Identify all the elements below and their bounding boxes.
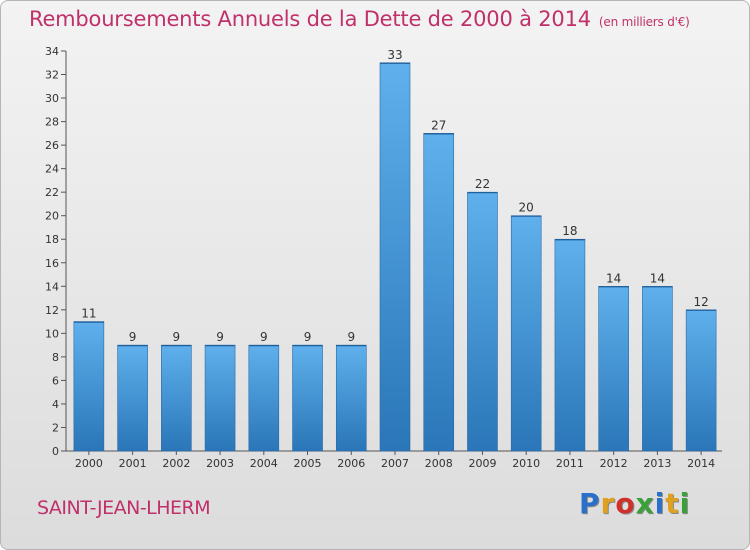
bar-2012 [598, 285, 629, 452]
x-tick-label-2013: 2013 [643, 457, 671, 470]
x-tick-label-2004: 2004 [250, 457, 278, 470]
data-label-2005: 9 [304, 330, 312, 344]
y-tick-label: 6 [52, 374, 59, 387]
x-tick-label-2011: 2011 [556, 457, 584, 470]
x-tick-label-2014: 2014 [687, 457, 715, 470]
chart-title-text: Remboursements Annuels de la Dette de 20… [29, 7, 591, 31]
bar-2005 [292, 344, 323, 452]
y-tick-label: 34 [45, 45, 59, 58]
y-tick-label: 0 [52, 445, 59, 458]
x-tick-label-2006: 2006 [337, 457, 365, 470]
x-tick-label-2010: 2010 [512, 457, 540, 470]
x-tick-label-2002: 2002 [162, 457, 190, 470]
y-tick-label: 4 [52, 398, 59, 411]
bar-2000 [73, 321, 105, 452]
data-label-2003: 9 [216, 330, 224, 344]
y-tick-label: 24 [45, 163, 59, 176]
x-tick-label-2008: 2008 [425, 457, 453, 470]
bar-2004 [248, 344, 280, 452]
x-tick-label-2003: 2003 [206, 457, 234, 470]
y-tick-label: 14 [45, 280, 59, 293]
data-label-2014: 12 [693, 295, 708, 309]
y-tick-label: 16 [45, 257, 59, 270]
bar-2011 [554, 238, 586, 452]
y-tick-label: 32 [45, 69, 59, 82]
bar-2014 [685, 309, 717, 452]
bar-2002 [161, 344, 192, 452]
x-tick-label-2009: 2009 [468, 457, 496, 470]
bar-2009 [467, 191, 498, 452]
y-tick-label: 18 [45, 233, 59, 246]
y-tick-label: 12 [45, 304, 59, 317]
data-label-2008: 27 [431, 118, 446, 132]
data-label-2001: 9 [129, 330, 137, 344]
bar-2001 [117, 344, 148, 452]
chart-title: Remboursements Annuels de la Dette de 20… [29, 7, 690, 31]
chart-subtitle: (en milliers d'€) [598, 15, 690, 29]
data-label-2009: 22 [475, 177, 490, 191]
y-tick-label: 8 [52, 351, 59, 364]
data-label-2011: 18 [562, 224, 577, 238]
data-label-2006: 9 [347, 330, 355, 344]
data-label-2010: 20 [519, 201, 534, 215]
data-label-2002: 9 [173, 330, 181, 344]
data-label-2004: 9 [260, 330, 268, 344]
bar-2013 [642, 285, 673, 452]
commune-name: SAINT-JEAN-LHERM [37, 497, 211, 519]
y-tick-label: 2 [52, 421, 59, 434]
data-label-2007: 33 [387, 48, 402, 62]
y-tick-label: 20 [45, 210, 59, 223]
data-label-2000: 11 [81, 307, 96, 321]
y-tick-label: 28 [45, 116, 59, 129]
proxiti-logo: Proxiti [579, 487, 691, 520]
x-tick-label-2012: 2012 [600, 457, 628, 470]
bar-2007 [379, 62, 411, 452]
x-tick-label-2001: 2001 [119, 457, 147, 470]
bar-2010 [510, 215, 542, 452]
bar-2008 [423, 133, 455, 452]
x-tick-label-2007: 2007 [381, 457, 409, 470]
x-tick-label-2000: 2000 [75, 457, 103, 470]
y-tick-label: 26 [45, 139, 59, 152]
bar-2003 [204, 344, 236, 452]
data-label-2012: 14 [606, 271, 621, 285]
bar-2006 [335, 344, 367, 452]
y-tick-label: 22 [45, 186, 59, 199]
y-tick-label: 30 [45, 92, 59, 105]
y-tick-label: 10 [45, 327, 59, 340]
data-label-2013: 14 [650, 271, 665, 285]
x-tick-label-2005: 2005 [294, 457, 322, 470]
